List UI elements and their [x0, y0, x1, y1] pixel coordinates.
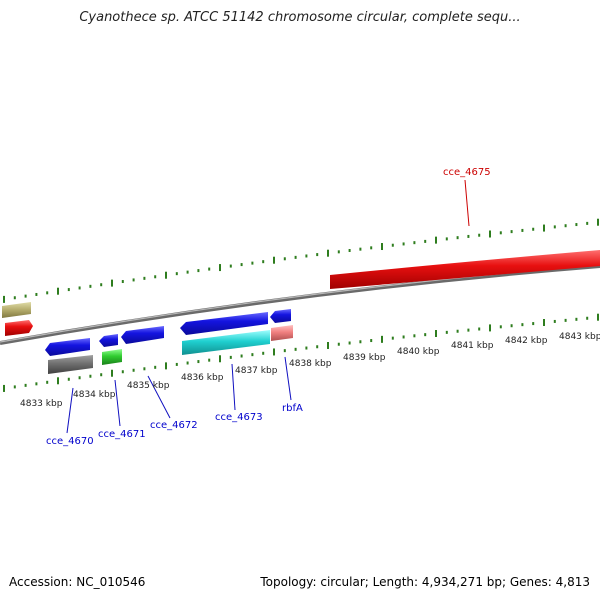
gene-cce_4671[interactable]	[99, 334, 118, 347]
scale-label: 4843 kbp	[559, 332, 600, 342]
gene-label-cce_4673[interactable]: cce_4673	[215, 412, 263, 423]
accession-text: Accession: NC_010546	[9, 575, 146, 589]
gene-features	[2, 250, 600, 374]
gene-pink[interactable]	[271, 325, 293, 341]
gene-cce_4675[interactable]	[330, 250, 600, 289]
gene-cyan[interactable]	[182, 330, 270, 355]
gene-label-cce_4675[interactable]: cce_4675	[443, 167, 491, 178]
scale-label: 4838 kbp	[289, 359, 332, 369]
gene-label-rbfA[interactable]: rbfA	[282, 403, 303, 414]
gene-green[interactable]	[102, 349, 122, 365]
gene-cce_4672[interactable]	[121, 326, 164, 344]
gene-label-cce_4671[interactable]: cce_4671	[98, 429, 146, 440]
scale-label: 4836 kbp	[181, 373, 224, 383]
gene-leader-lines	[66, 356, 292, 434]
scale-label: 4840 kbp	[397, 347, 440, 357]
scale-label: 4839 kbp	[343, 353, 386, 363]
lower-tick-row	[3, 313, 599, 392]
gene-gray[interactable]	[48, 355, 93, 374]
gene-cce_4673[interactable]	[180, 312, 268, 335]
gene-cce_4670[interactable]	[45, 338, 90, 356]
gene-red-small[interactable]	[5, 320, 33, 336]
map-title: Cyanothece sp. ATCC 51142 chromosome cir…	[79, 10, 521, 25]
scale-label: 4841 kbp	[451, 341, 494, 351]
gene-rbfA[interactable]	[270, 309, 291, 323]
sequence-summary: Topology: circular; Length: 4,934,271 bp…	[260, 575, 590, 589]
gene-olive[interactable]	[2, 302, 31, 318]
gene-label-cce_4672[interactable]: cce_4672	[150, 420, 198, 431]
scale-labels: 4833 kbp 4834 kbp 4835 kbp 4836 kbp 4837…	[20, 332, 600, 409]
upper-tick-row	[3, 218, 599, 303]
scale-label: 4837 kbp	[235, 366, 278, 376]
scale-label: 4833 kbp	[20, 399, 63, 409]
scale-label: 4835 kbp	[127, 381, 170, 391]
chromosome-backbone-highlight	[0, 264, 600, 343]
gene-label-cce_4670[interactable]: cce_4670	[46, 436, 94, 447]
chromosome-backbone	[0, 264, 600, 345]
scale-label: 4834 kbp	[73, 390, 116, 400]
scale-label: 4842 kbp	[505, 336, 548, 346]
leader-cce_4675	[464, 179, 470, 227]
